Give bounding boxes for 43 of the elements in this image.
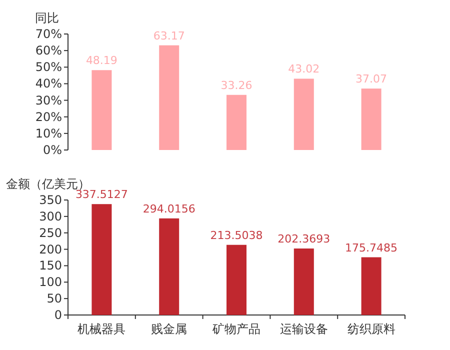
y-tick-label: 10% [35,126,62,140]
bar [226,244,246,315]
data-label: 43.02 [288,62,320,76]
x-tick-label: 机械器具 [78,322,126,336]
y-tick-label: 300 [39,209,62,224]
y-tick-label: 350 [39,193,62,207]
y-tick-label: 50 [46,292,62,306]
data-label: 48.19 [86,54,118,68]
data-label: 175.7485 [345,241,398,254]
bar [226,94,246,150]
bar [159,45,180,150]
data-label: 33.26 [220,78,252,92]
y-tick-label: 0% [42,143,62,157]
y-axis-title: 金额（亿美元） [6,177,90,191]
y-axis-title: 同比 [35,11,59,25]
y-tick-label: 40% [35,76,62,91]
bar [92,70,112,150]
bar [361,88,382,150]
x-tick-label: 贱金属 [151,322,188,336]
y-tick-label: 20% [35,110,62,124]
y-tick-label: 60% [35,44,62,58]
x-tick-label: 运输设备 [280,322,328,336]
data-label: 63.17 [153,29,185,42]
data-label: 202.3693 [278,232,330,246]
y-tick-label: 70% [35,27,62,41]
y-tick-label: 0 [54,308,62,322]
bar [92,204,112,315]
data-label: 213.5038 [210,228,263,242]
data-label: 337.5127 [75,188,128,202]
y-tick-label: 200 [39,242,62,256]
bar [294,78,314,150]
y-tick-label: 150 [39,258,62,273]
data-label: 294.0156 [142,202,196,216]
data-label: 37.07 [356,72,388,86]
y-tick-label: 100 [39,275,62,290]
x-tick-label: 纺织原料 [347,322,396,336]
y-tick-label: 250 [39,226,62,240]
y-tick-label: 30% [35,93,62,108]
bar [294,248,314,315]
bar [361,257,382,315]
x-tick-label: 矿物产品 [212,322,260,336]
y-tick-label: 50% [35,60,62,74]
bar [159,218,180,315]
